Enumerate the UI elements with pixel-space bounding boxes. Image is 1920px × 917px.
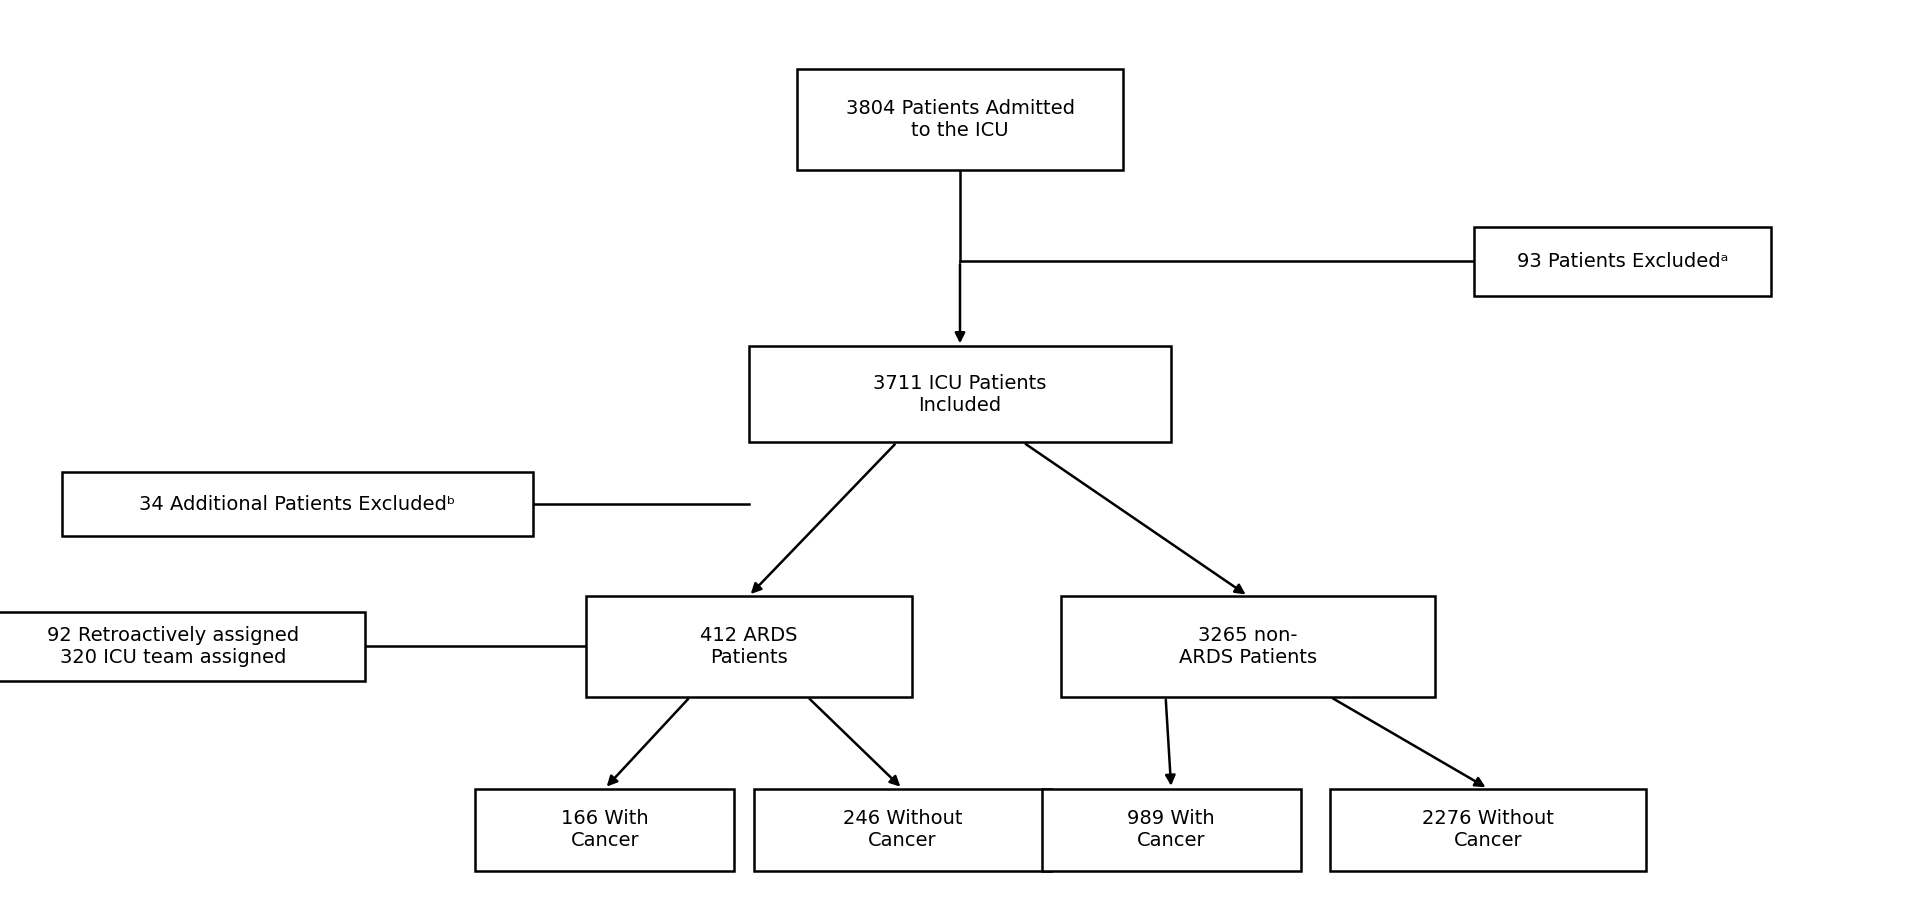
FancyBboxPatch shape — [1041, 789, 1302, 871]
Text: 2276 Without
Cancer: 2276 Without Cancer — [1423, 810, 1553, 850]
FancyBboxPatch shape — [1060, 596, 1436, 697]
FancyBboxPatch shape — [753, 789, 1052, 871]
FancyBboxPatch shape — [749, 346, 1171, 443]
FancyBboxPatch shape — [1329, 789, 1647, 871]
Text: 92 Retroactively assigned
320 ICU team assigned: 92 Retroactively assigned 320 ICU team a… — [46, 626, 300, 667]
Text: 93 Patients Excludedᵃ: 93 Patients Excludedᵃ — [1517, 252, 1728, 271]
Text: 989 With
Cancer: 989 With Cancer — [1127, 810, 1215, 850]
Text: 3711 ICU Patients
Included: 3711 ICU Patients Included — [874, 374, 1046, 414]
Text: 246 Without
Cancer: 246 Without Cancer — [843, 810, 962, 850]
FancyBboxPatch shape — [1475, 227, 1770, 295]
Text: 34 Additional Patients Excludedᵇ: 34 Additional Patients Excludedᵇ — [140, 495, 455, 514]
Text: 3804 Patients Admitted
to the ICU: 3804 Patients Admitted to the ICU — [845, 99, 1075, 139]
FancyBboxPatch shape — [797, 69, 1123, 170]
Text: 3265 non-
ARDS Patients: 3265 non- ARDS Patients — [1179, 626, 1317, 667]
FancyBboxPatch shape — [586, 596, 912, 697]
FancyBboxPatch shape — [0, 613, 365, 680]
FancyBboxPatch shape — [61, 472, 532, 536]
Text: 166 With
Cancer: 166 With Cancer — [561, 810, 649, 850]
FancyBboxPatch shape — [476, 789, 733, 871]
Text: 412 ARDS
Patients: 412 ARDS Patients — [701, 626, 797, 667]
